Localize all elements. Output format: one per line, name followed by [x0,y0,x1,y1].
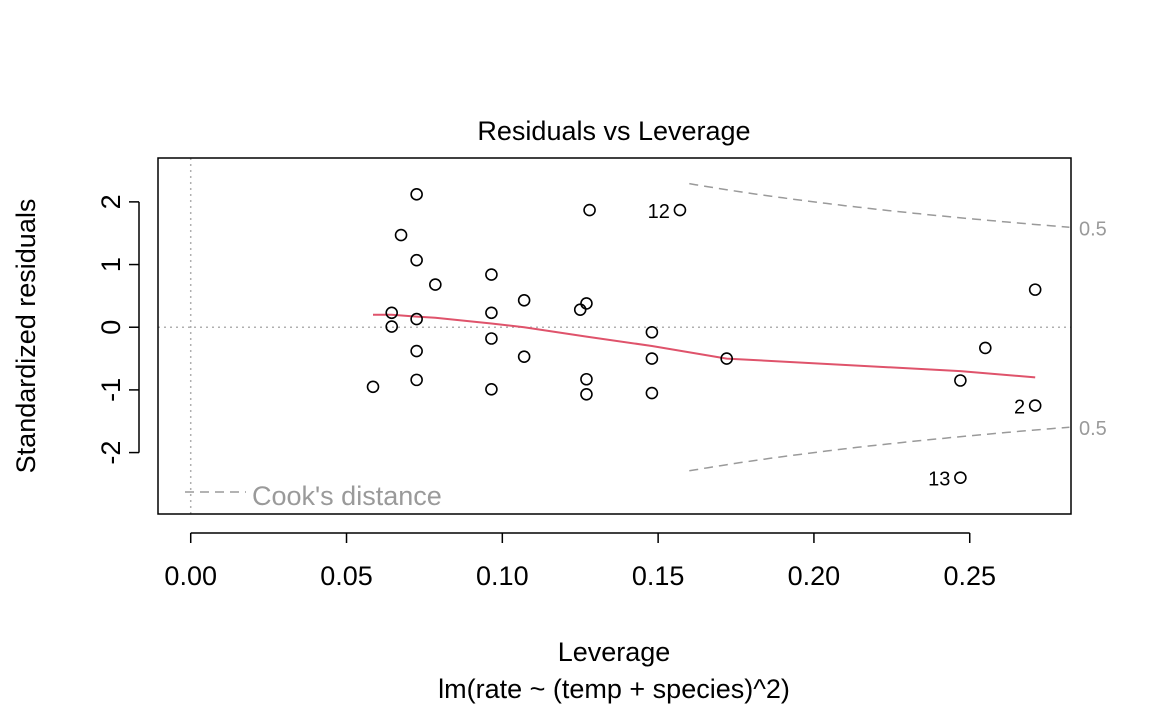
x-tick-label: 0.00 [164,561,217,591]
data-point [645,352,659,365]
data-point [385,320,399,333]
x-tick-label: 0.10 [476,561,529,591]
data-point [366,380,380,394]
x-axis: 0.00 0.05 0.10 0.15 0.20 0.25 [164,532,996,591]
x-tick-label: 0.05 [320,561,373,591]
data-point [645,386,659,400]
data-point [410,344,423,358]
cooks-label-upper: 0.5 [1079,218,1107,240]
chart-title: Residuals vs Leverage [477,116,750,146]
plot-area: 12 13 2 [158,158,1071,514]
data-point [517,293,531,307]
data-point [485,332,498,345]
data-point [485,382,498,396]
data-point [580,387,593,401]
data-point [580,372,593,386]
x-tick-label: 0.20 [788,561,841,591]
point-label-12: 12 [648,201,670,223]
data-point [517,350,531,363]
legend-label: Cook's distance [252,481,442,511]
data-point [410,188,423,201]
data-point [1028,399,1042,412]
data-point [485,306,498,320]
point-label-13: 13 [928,469,950,491]
x-tick-label: 0.25 [943,561,996,591]
point-label-2: 2 [1014,397,1025,419]
data-point [954,374,967,387]
data-point [410,253,423,267]
plot-frame [157,157,1072,515]
data-point [645,325,659,339]
data-point [410,312,423,326]
y-tick-label: -2 [96,441,126,465]
data-point [410,373,423,387]
x-tick-label: 0.15 [632,561,685,591]
cooks-contour-upper [689,182,1070,228]
data-point [385,306,399,320]
y-tick-label: -1 [96,378,126,402]
y-tick-label: 1 [96,257,126,272]
data-point [954,471,967,484]
cooks-distance-legend: Cook's distance [185,481,442,511]
y-tick-label: 0 [96,320,126,335]
y-tick-label: 2 [96,194,126,209]
cooks-contour-labels: 0.5 0.5 [1079,218,1107,440]
smooth-line [373,313,1036,379]
data-point [673,203,687,217]
chart-subtitle: lm(rate ~ (temp + species)^2) [438,674,790,704]
data-point [394,228,408,242]
data-point [485,268,498,281]
data-point [429,278,442,291]
data-point [580,297,593,310]
y-axis: -2 -1 0 1 2 [96,194,140,465]
data-point [1028,283,1042,296]
data-point [979,341,992,355]
cooks-label-lower: 0.5 [1079,418,1107,440]
x-axis-title: Leverage [558,637,671,667]
data-point [720,352,733,365]
y-axis-title: Standardized residuals [11,199,41,474]
data-point [583,203,596,217]
cooks-contour-lower [689,426,1070,472]
data-point [573,303,587,316]
